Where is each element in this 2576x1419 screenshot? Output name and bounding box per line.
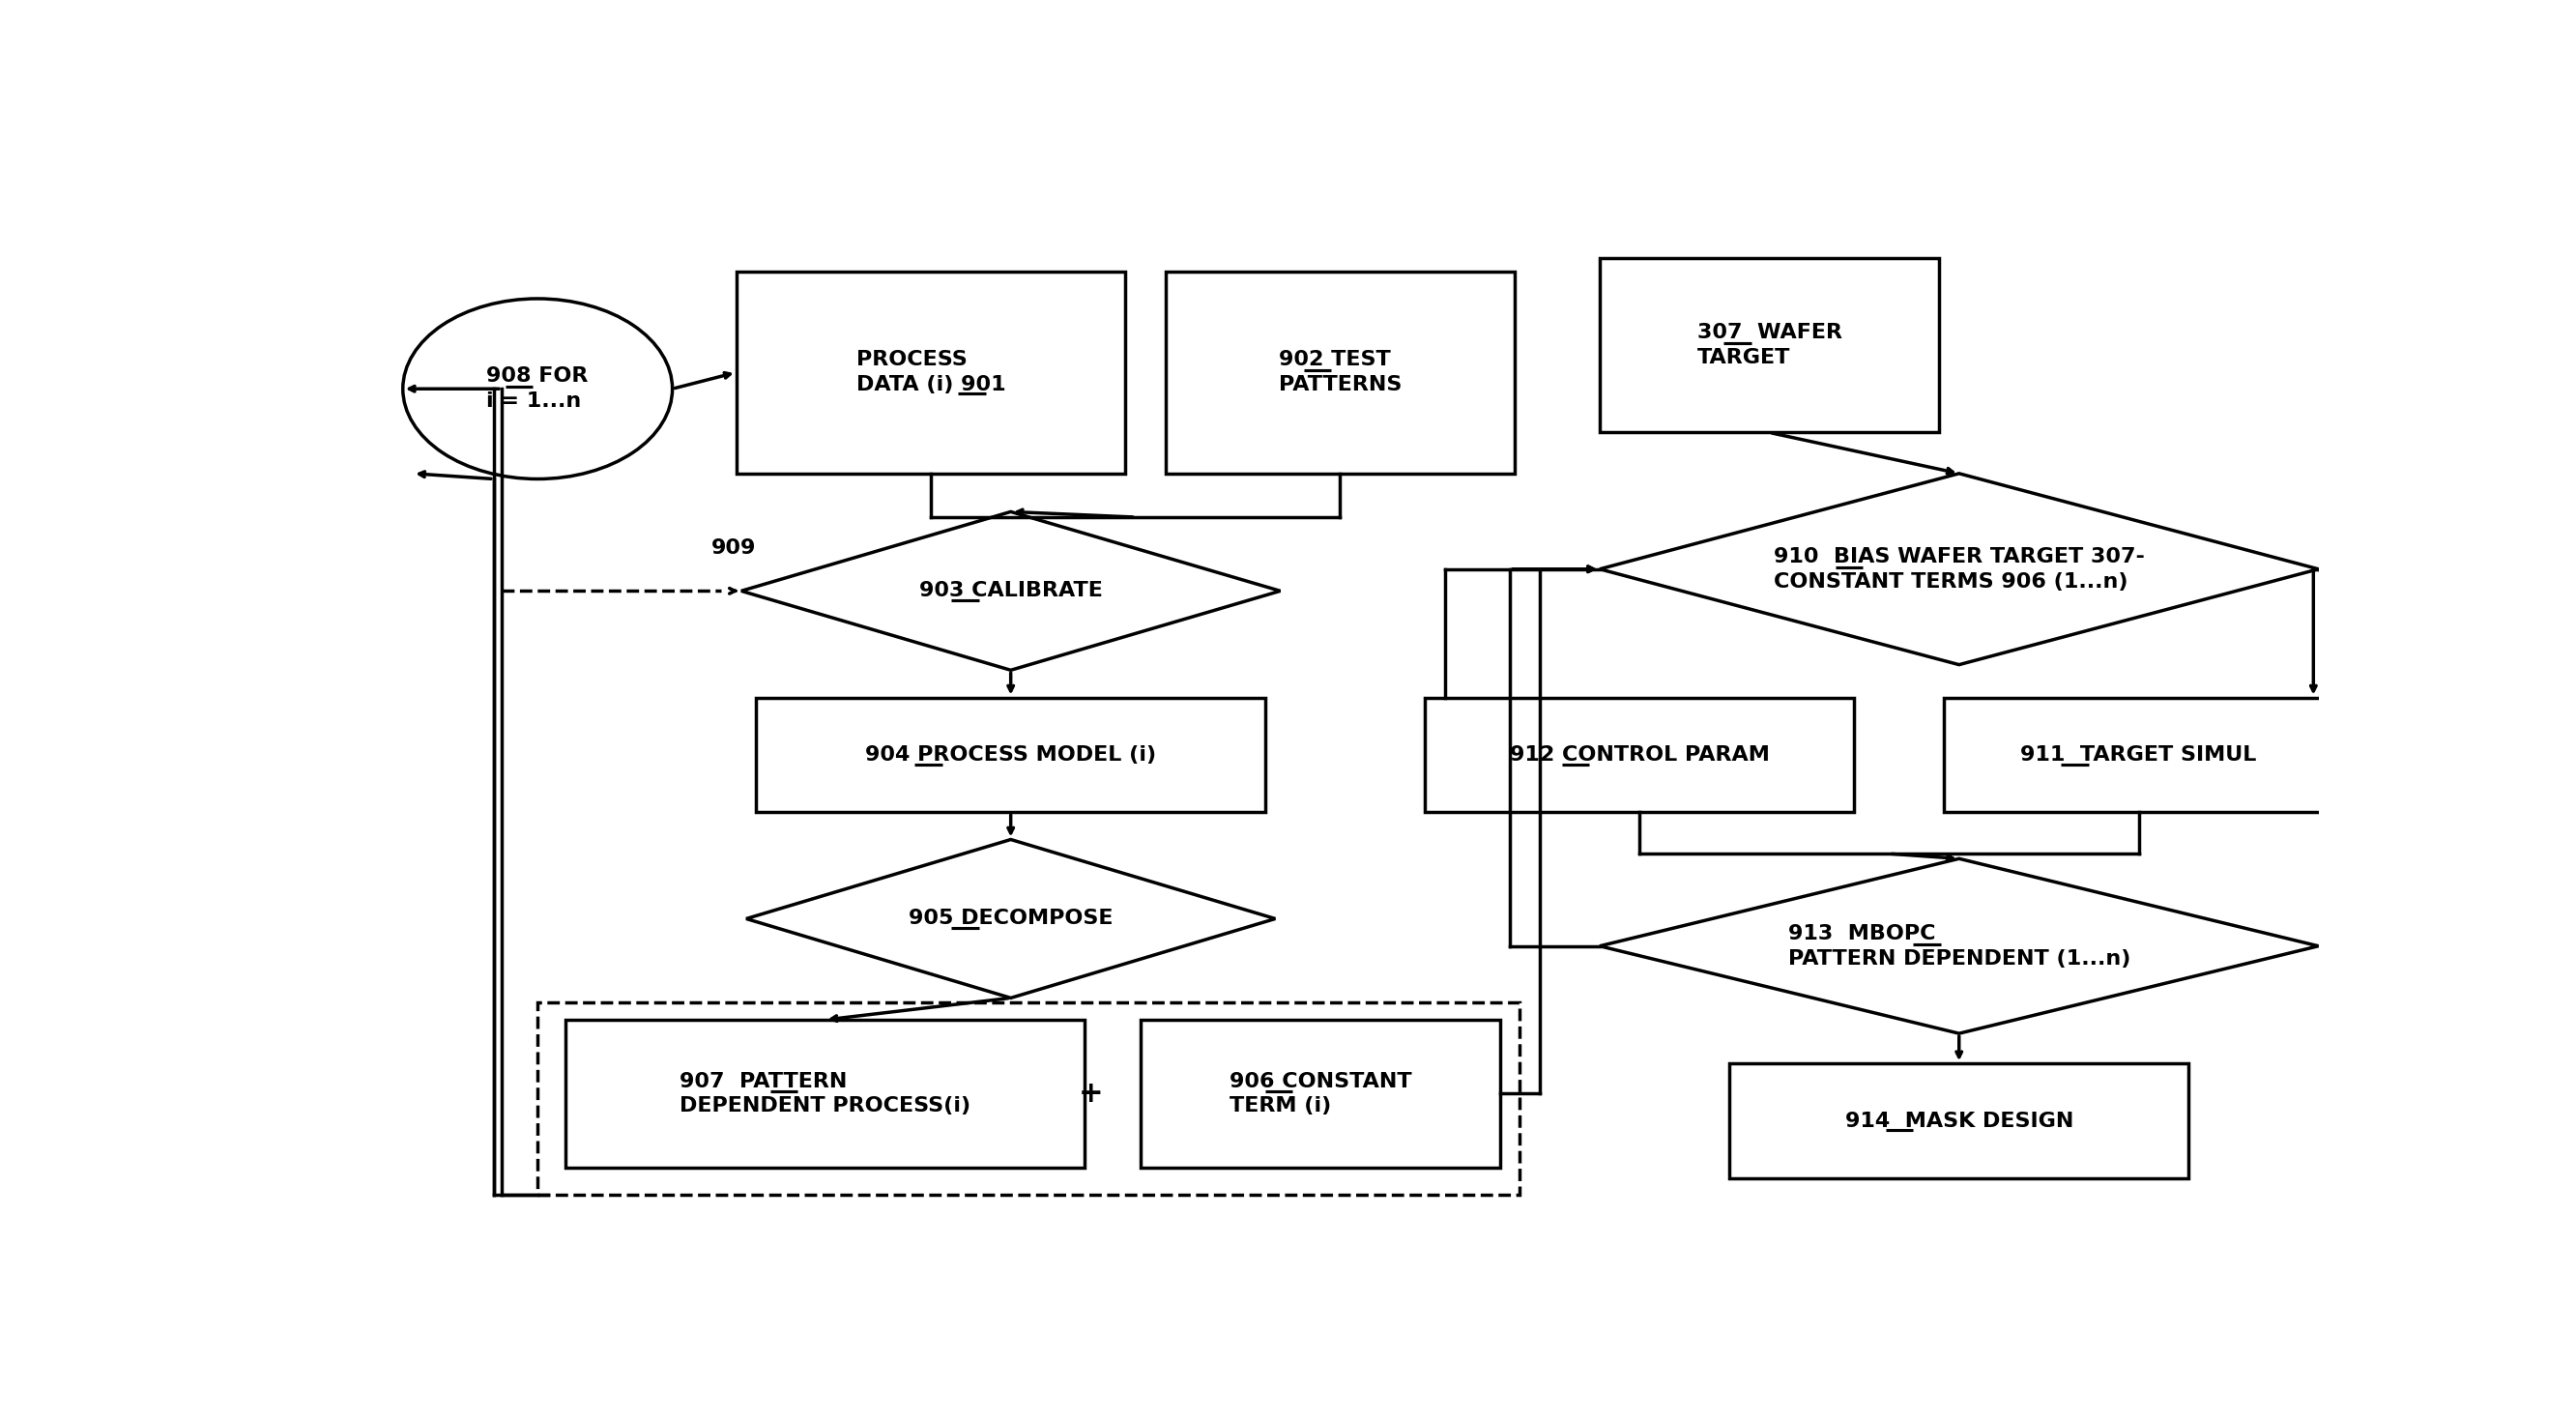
Text: 307  WAFER
TARGET: 307 WAFER TARGET <box>1698 324 1842 368</box>
Bar <box>538 1003 1520 1195</box>
Text: 903 CALIBRATE: 903 CALIBRATE <box>920 582 1103 600</box>
Bar <box>1600 258 1940 433</box>
Text: +: + <box>1079 1080 1103 1108</box>
Bar <box>567 1020 1084 1168</box>
Text: PROCESS
DATA (i) 901: PROCESS DATA (i) 901 <box>855 350 1005 394</box>
Text: 910  BIAS WAFER TARGET 307-
CONSTANT TERMS 906 (1...n): 910 BIAS WAFER TARGET 307- CONSTANT TERM… <box>1772 548 2146 592</box>
Bar <box>1141 1020 1499 1168</box>
Text: 904 PROCESS MODEL (i): 904 PROCESS MODEL (i) <box>866 745 1157 765</box>
Polygon shape <box>1600 858 2318 1033</box>
Bar <box>1945 698 2334 812</box>
Polygon shape <box>1600 474 2318 664</box>
Polygon shape <box>742 512 1280 670</box>
Text: 905 DECOMPOSE: 905 DECOMPOSE <box>909 910 1113 928</box>
Text: 913  MBOPC
PATTERN DEPENDENT (1...n): 913 MBOPC PATTERN DEPENDENT (1...n) <box>1788 924 2130 968</box>
Text: 909: 909 <box>711 539 757 558</box>
Polygon shape <box>747 840 1275 998</box>
Text: 912 CONTROL PARAM: 912 CONTROL PARAM <box>1510 745 1770 765</box>
Bar <box>1425 698 1855 812</box>
Text: 902 TEST
PATTERNS: 902 TEST PATTERNS <box>1278 350 1401 394</box>
Bar <box>737 271 1126 474</box>
Bar <box>1164 271 1515 474</box>
Text: 908 FOR
i = 1...n: 908 FOR i = 1...n <box>487 366 587 412</box>
Text: 907  PATTERN
DEPENDENT PROCESS(i): 907 PATTERN DEPENDENT PROCESS(i) <box>680 1071 971 1115</box>
Text: 914  MASK DESIGN: 914 MASK DESIGN <box>1844 1111 2074 1131</box>
Bar <box>757 698 1265 812</box>
Bar <box>1728 1063 2190 1178</box>
Text: 906 CONSTANT
TERM (i): 906 CONSTANT TERM (i) <box>1229 1071 1412 1115</box>
Text: 911  TARGET SIMUL: 911 TARGET SIMUL <box>2020 745 2257 765</box>
Ellipse shape <box>402 298 672 480</box>
